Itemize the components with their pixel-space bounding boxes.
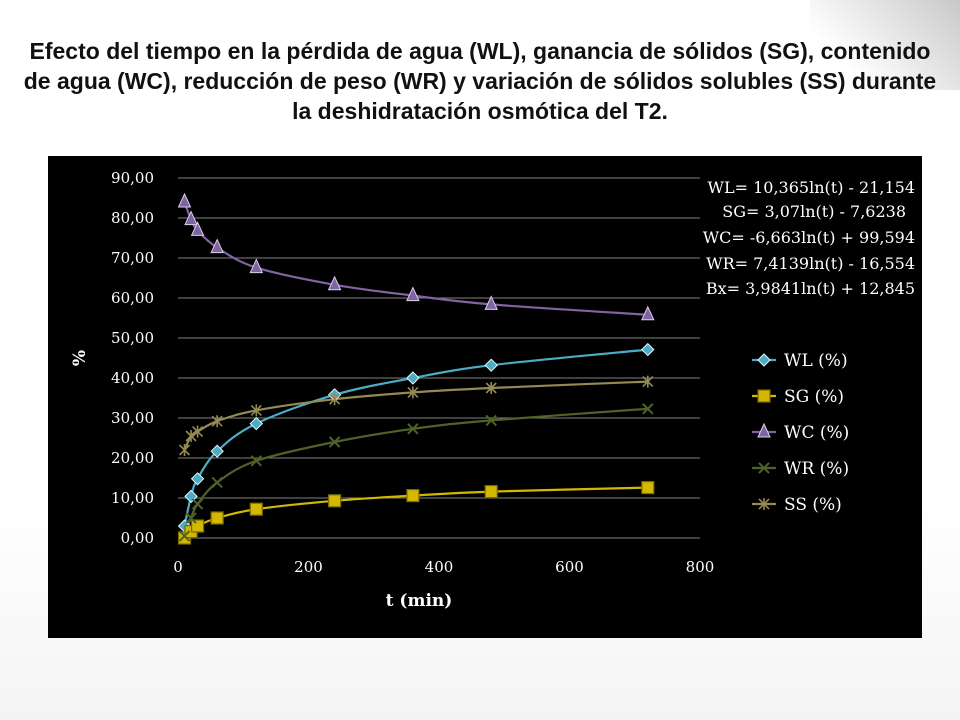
y-tick-label: 80,00 [111,209,154,227]
data-point-wl [190,472,205,486]
data-point-sg [190,519,205,533]
x-tick-label: 800 [686,558,715,576]
x-tick-label: 400 [425,558,454,576]
data-point-wl [249,416,264,431]
data-point-ss [178,444,191,456]
chart-container: 0,00 10,00 20,00 30,00 40,00 50,00 60,00 70,00 8… [48,156,922,638]
slide-title: Efecto del tiempo en la pérdida de agua … [23,38,937,124]
legend-label-wc: WC (%) [784,423,849,443]
equation-label: Bx= 3,9841ln(t) + 12,845 [706,279,915,298]
y-tick-labels: 0,00 10,00 20,00 30,00 40,00 50,00 60,00 70,00 8… [111,169,154,547]
y-tick-label: 30,00 [111,409,154,427]
data-point-wr [485,414,497,427]
y-tick-label: 0,00 [121,529,154,547]
data-point-sg [210,511,224,525]
x-tick-label: 200 [294,558,323,576]
data-point-ss [485,382,497,394]
equation-annotations: WL= 10,365ln(t) - 21,154 SG= 3,07ln(t) - … [703,178,915,298]
legend-marker-ss [758,498,770,510]
data-point-wc [184,210,198,226]
data-point-wc [641,305,655,321]
data-point-ss [185,430,197,442]
y-tick-label: 70,00 [111,249,154,267]
data-point-sg [484,485,498,499]
equation-label: SG= 3,07ln(t) - 7,6238 [722,202,906,221]
legend-label-wl: WL (%) [784,351,848,371]
y-tick-label: 60,00 [111,289,154,307]
y-axis-title: % [70,350,90,366]
equation-label: WL= 10,365ln(t) - 21,154 [708,178,915,197]
y-tick-label: 40,00 [111,369,154,387]
data-point-ss [192,425,204,438]
x-tick-label: 0 [173,558,183,576]
x-axis-title: t (min) [386,591,453,611]
data-point-wc [406,286,420,302]
data-point-wr [178,530,191,542]
corner-decoration [810,0,960,90]
data-point-wr [250,455,263,467]
data-point-sg [641,481,655,495]
data-point-wc [190,221,205,236]
data-point-sg [328,494,342,508]
data-point-wl [484,358,498,372]
legend-label-sg: SG (%) [784,387,844,407]
data-point-ss [642,375,654,388]
series-line-ss [183,380,648,451]
equation-label: WR= 7,4139ln(t) - 16,554 [706,254,915,273]
data-point-wl [210,444,224,458]
y-tick-label: 20,00 [111,449,154,467]
data-point-wc [177,192,192,208]
data-point-wc [210,238,224,254]
data-point-wr [328,436,341,448]
data-point-wc [249,258,264,274]
legend-marker-wc [757,422,771,438]
data-point-ss [329,393,341,406]
series-markers [177,192,655,545]
equation-label: WC= -6,663ln(t) + 99,594 [703,228,915,247]
y-tick-label: 50,00 [111,329,154,347]
y-tick-label: 10,00 [111,489,154,507]
data-point-wc [327,275,342,291]
data-point-wl [641,342,655,357]
series-lines [183,201,648,539]
x-tick-label: 600 [555,558,584,576]
data-point-wc [484,295,498,310]
data-point-ss [211,415,223,428]
gridlines [178,177,700,539]
y-tick-label: 90,00 [111,169,154,187]
data-point-wr [407,423,419,435]
legend-marker-sg [757,389,771,403]
data-point-wr [211,476,223,489]
data-point-wr [191,498,204,510]
legend: WL (%) SG (%) WC (%) WR (%) SS (%) [752,351,849,515]
legend-label-ss: SS (%) [784,495,842,515]
data-point-wl [406,371,420,385]
data-point-ss [407,386,419,399]
data-point-sg [249,502,263,516]
data-point-wr [185,512,197,524]
legend-marker-wl [757,353,771,367]
x-tick-labels: 0 200 400 600 800 [173,558,714,576]
legend-marker-wr [758,462,770,474]
data-point-wr [642,403,654,415]
chart-svg: 0,00 10,00 20,00 30,00 40,00 50,00 60,00 70,00 8… [70,169,915,611]
legend-label-wr: WR (%) [784,459,849,479]
data-point-ss [250,404,262,417]
data-point-sg [406,489,420,503]
